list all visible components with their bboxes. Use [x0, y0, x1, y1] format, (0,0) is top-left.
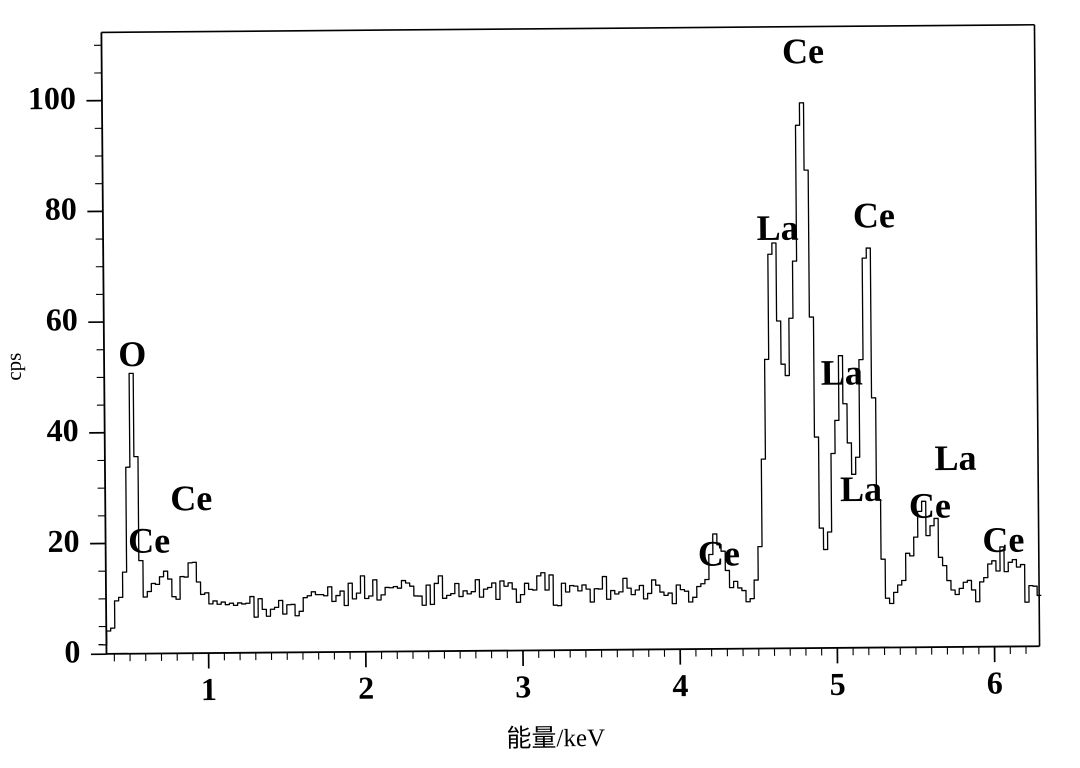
svg-text:2: 2	[358, 670, 374, 706]
svg-text:Ce: Ce	[128, 520, 170, 560]
svg-text:cps: cps	[2, 353, 26, 381]
svg-text:O: O	[118, 334, 146, 374]
svg-text:0: 0	[64, 633, 80, 669]
svg-text:3: 3	[515, 668, 531, 704]
svg-text:80: 80	[45, 191, 77, 227]
svg-text:6: 6	[987, 665, 1003, 701]
svg-text:Ce: Ce	[170, 478, 212, 518]
svg-text:La: La	[821, 352, 863, 392]
svg-text:60: 60	[46, 301, 78, 337]
svg-text:La: La	[840, 469, 882, 509]
svg-text:Ce: Ce	[853, 195, 895, 235]
svg-text:La: La	[756, 208, 798, 248]
svg-text:20: 20	[47, 523, 79, 559]
svg-text:40: 40	[47, 412, 79, 448]
svg-text:Ce: Ce	[909, 486, 951, 526]
svg-text:Ce: Ce	[982, 520, 1024, 560]
svg-text:4: 4	[672, 667, 688, 703]
svg-text:La: La	[934, 438, 976, 478]
svg-text:Ce: Ce	[782, 31, 824, 71]
svg-text:100: 100	[28, 80, 76, 116]
svg-text:5: 5	[830, 666, 846, 702]
svg-text:1: 1	[201, 671, 217, 707]
svg-text:能量/keV: 能量/keV	[506, 724, 605, 753]
svg-text:Ce: Ce	[698, 533, 740, 573]
